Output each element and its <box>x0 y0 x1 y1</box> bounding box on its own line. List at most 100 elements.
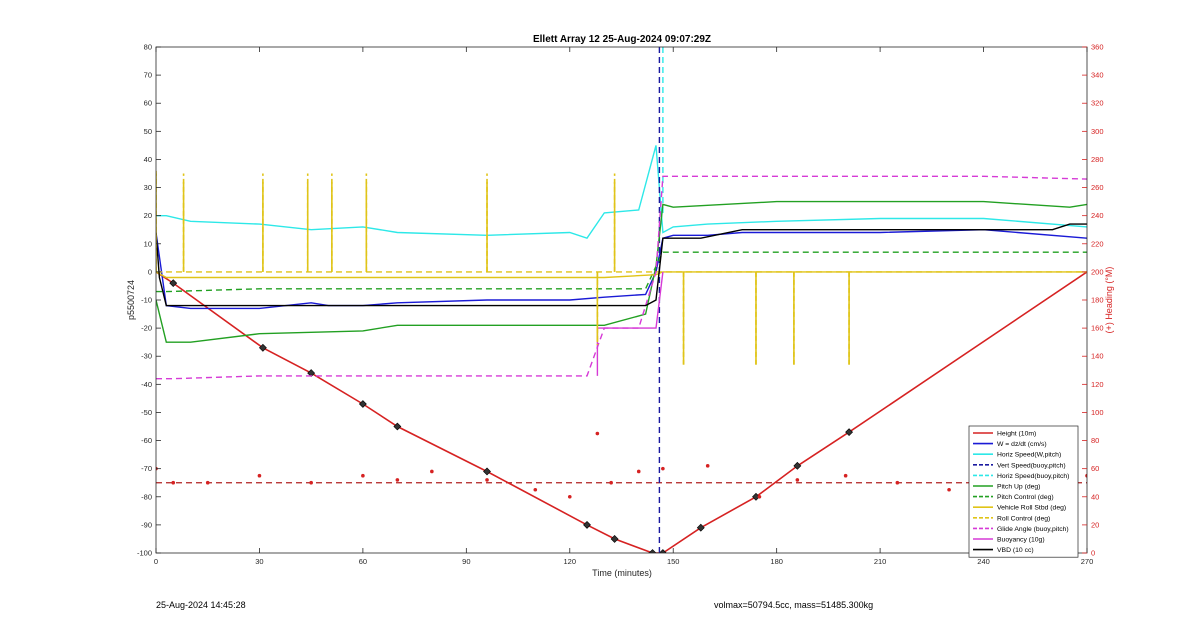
y-tick-label: 0 <box>148 267 152 276</box>
y-right-tick-label: 320 <box>1091 99 1104 108</box>
heading-point <box>705 464 710 468</box>
x-tick-label: 0 <box>154 557 158 566</box>
legend-label: Glide Angle (buoy,pitch) <box>997 526 1069 533</box>
height-marker <box>583 520 591 529</box>
x-tick-label: 30 <box>255 557 263 566</box>
height-marker <box>358 400 367 408</box>
heading-point <box>595 431 600 436</box>
series-line-10 <box>596 271 664 376</box>
y-tick-label: -20 <box>141 324 152 333</box>
height-marker <box>169 279 178 288</box>
legend-label: Pitch Up (deg) <box>997 484 1040 491</box>
y-tick-label: 10 <box>144 239 152 248</box>
y-right-tick-label: 220 <box>1091 239 1104 248</box>
x-tick-label: 270 <box>1081 557 1094 566</box>
heading-point <box>361 473 365 478</box>
heading-point <box>609 480 613 485</box>
heading-point <box>533 487 538 492</box>
legend-label: Height (10m) <box>997 431 1036 438</box>
y-tick-label: -30 <box>141 352 152 361</box>
y-tick-label: 20 <box>144 211 152 220</box>
y-tick-label: -40 <box>141 380 152 389</box>
heading-series <box>156 431 1087 502</box>
y-right-tick-label: 160 <box>1091 324 1104 333</box>
heading-point <box>205 480 210 485</box>
legend-label: Vert Speed(buoy,pitch) <box>997 462 1066 469</box>
height-marker <box>658 549 667 553</box>
series-line-2 <box>156 145 1087 240</box>
series-line-0 <box>156 271 1087 553</box>
y-tick-label: -50 <box>141 408 152 417</box>
height-marker <box>610 535 619 543</box>
legend: Height (10m) W = dz/dt (cm/s) Horiz Speed(… <box>968 425 1079 558</box>
heading-point <box>843 473 848 478</box>
x-tick-label: 60 <box>359 557 367 566</box>
legend-label: Roll Control (deg) <box>997 515 1050 522</box>
y-right-tick-label: 80 <box>1091 436 1099 445</box>
height-marker <box>483 467 491 476</box>
x-tick-label: 120 <box>564 557 577 566</box>
x-tick-label: 180 <box>770 557 783 566</box>
heading-point <box>309 480 313 485</box>
x-tick-label: 150 <box>667 557 680 566</box>
y-tick-label: -60 <box>141 436 152 445</box>
y-right-tick-label: 360 <box>1091 43 1104 52</box>
legend-label: Vehicle Roll Stbd (deg) <box>997 505 1066 512</box>
legend-label: Buoyancy (10g) <box>997 537 1045 544</box>
legend-label: Horiz Speed(buoy,pitch) <box>997 473 1069 480</box>
heading-point <box>1085 473 1087 478</box>
legend-label: Horiz Speed(W,pitch) <box>997 452 1061 459</box>
y-tick-label: -100 <box>137 549 152 558</box>
height-marker <box>845 428 854 437</box>
y-right-tick-label: 260 <box>1091 183 1104 192</box>
series-line-1 <box>156 228 1087 310</box>
heading-point <box>661 466 665 471</box>
y-tick-label: 40 <box>144 155 152 164</box>
y-right-tick-label: 300 <box>1091 127 1104 136</box>
legend-label: VBD (10 cc) <box>997 547 1034 554</box>
series-line-9 <box>156 175 1087 380</box>
height-marker <box>258 343 267 352</box>
y-tick-label: 60 <box>144 99 152 108</box>
height-marker <box>696 523 705 532</box>
heading-point <box>257 473 262 478</box>
y-right-tick-label: 60 <box>1091 464 1099 473</box>
heading-point <box>171 480 176 485</box>
y-tick-label: -70 <box>141 464 152 473</box>
y-right-tick-label: 100 <box>1091 408 1104 417</box>
heading-point <box>567 494 572 499</box>
y-right-tick-label: 0 <box>1091 549 1095 558</box>
axes-box <box>155 46 1088 554</box>
heading-point <box>636 469 641 474</box>
series-line-7 <box>156 271 1087 279</box>
y-right-tick-label: 180 <box>1091 296 1104 305</box>
height-marker <box>393 422 402 431</box>
series-line-11 <box>156 223 1087 307</box>
heading-point <box>395 478 400 482</box>
y-right-tick-label: 240 <box>1091 211 1104 220</box>
y-right-tick-label: 200 <box>1091 267 1104 276</box>
y-right-tick-label: 340 <box>1091 71 1104 80</box>
y-tick-label: -90 <box>141 520 152 529</box>
y-tick-label: -10 <box>141 296 152 305</box>
height-marker <box>793 461 802 470</box>
y-right-tick-label: 40 <box>1091 492 1099 501</box>
height-marker <box>648 549 657 553</box>
legend-box <box>968 425 1079 558</box>
legend-label: Pitch Control (deg) <box>997 494 1054 501</box>
y-axis-right-label: (+) Heading (°M) <box>1104 267 1114 334</box>
footer-timestamp: 25-Aug-2024 14:45:28 <box>156 600 246 610</box>
y-right-tick-label: 280 <box>1091 155 1104 164</box>
y-tick-label: 80 <box>144 43 152 52</box>
x-tick-label: 240 <box>977 557 990 566</box>
ticks-layer: 0 30 60 90 120 150 180 210 240 270-100-90-80-70-6… <box>137 43 1104 567</box>
heading-point <box>895 480 900 485</box>
y-tick-label: 30 <box>144 183 152 192</box>
x-axis-label: Time (minutes) <box>592 568 652 578</box>
heading-point <box>795 478 800 482</box>
series-layer <box>156 47 1087 553</box>
legend-label: W = dz/dt (cm/s) <box>997 441 1047 448</box>
series-line-5 <box>156 200 1087 343</box>
heading-point <box>485 478 489 482</box>
y-axis-label: p5500724 <box>126 280 136 320</box>
